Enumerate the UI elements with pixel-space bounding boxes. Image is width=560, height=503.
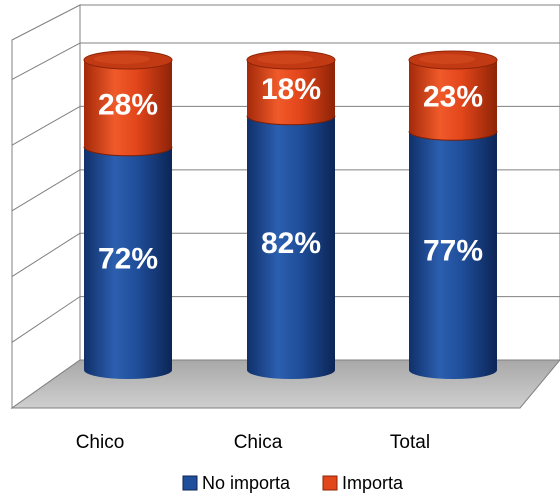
side-wall [11, 4, 81, 409]
segment-divider [408, 131, 498, 141]
value-label-no-importa: 72% [98, 242, 158, 275]
side-gridline [11, 232, 81, 277]
bar-segment-no-importa [247, 115, 335, 380]
value-label-no-importa: 77% [423, 235, 483, 268]
bar-segment-no-importa [409, 131, 497, 379]
segment-divider [246, 115, 336, 126]
value-label-no-importa: 82% [261, 227, 321, 260]
bars-group [83, 50, 498, 380]
legend-item-no-importa-swatch [182, 475, 198, 491]
side-gridline [11, 105, 81, 146]
side-gridline [11, 42, 81, 80]
bar-segment-importa [84, 60, 172, 156]
category-label: Chica [234, 432, 283, 453]
bar-segment-no-importa [84, 146, 172, 379]
category-label: Chico [76, 432, 125, 453]
side-gridline [11, 169, 81, 212]
legend-item-no-importa-label: No importa [202, 473, 291, 493]
value-label-importa: 28% [98, 88, 158, 121]
segment-divider [83, 146, 173, 157]
legend-item-importa-label: Importa [342, 473, 404, 493]
bar-top-highlight [419, 54, 475, 64]
value-labels-group: 72% 28% 82% 18% 77% 23% [98, 73, 483, 275]
side-gridline [11, 296, 81, 343]
category-label: Total [390, 432, 430, 453]
legend: No importa Importa [182, 473, 404, 493]
value-label-importa: 23% [423, 81, 483, 114]
bar-segment-importa [247, 60, 335, 125]
legend-item-importa-swatch [322, 475, 338, 491]
bar-segment-importa [409, 60, 497, 141]
bar-top-highlight [257, 54, 313, 64]
value-label-importa: 18% [261, 73, 321, 106]
bar-top-highlight [94, 54, 150, 64]
category-labels-group: Chico Chica Total [76, 432, 430, 453]
